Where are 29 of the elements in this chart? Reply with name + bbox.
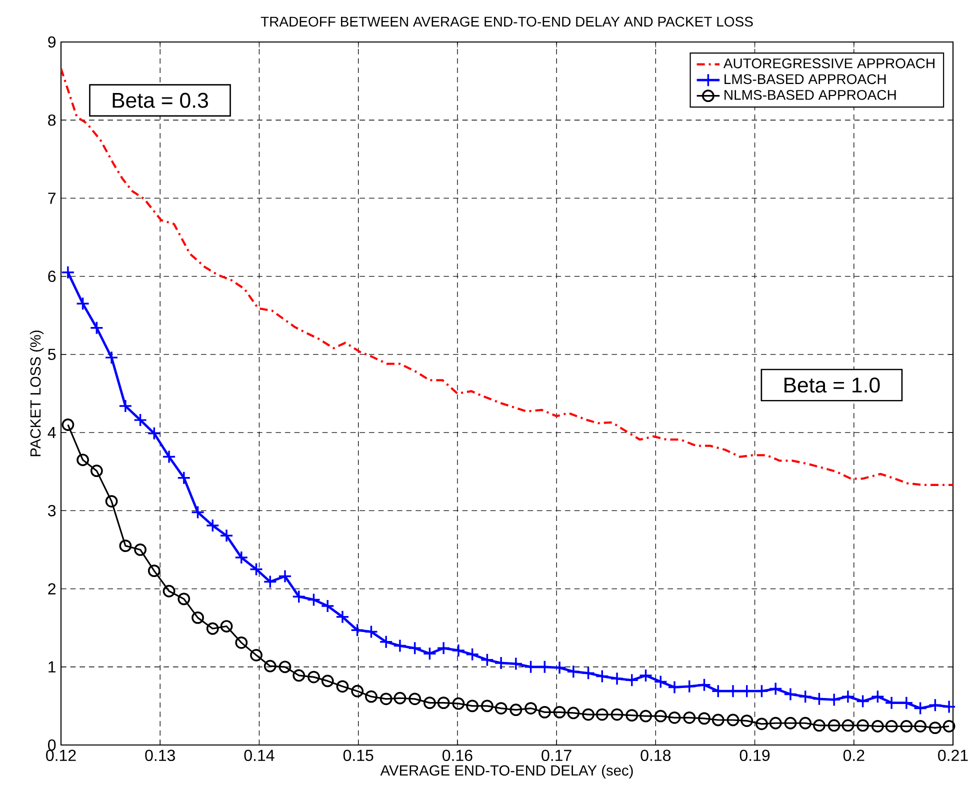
x-tick-label: 0.16 [442,750,472,762]
x-axis-title: AVERAGE END-TO-END DELAY (sec) [380,764,633,779]
x-tick-label: 0.2 [843,750,864,762]
y-axis-title: PACKET LOSS (%) [30,330,44,456]
legend-label: LMS-BASED APPROACH [724,74,886,84]
y-tick-label: 2 [48,583,56,594]
y-tick-label: 9 [48,36,56,48]
x-tick-label: 0.17 [542,750,572,762]
y-tick-label: 6 [48,270,56,282]
chart-title: TRADEOFF BETWEEN AVERAGE END-TO-END DELAY AND PACKET LOSS [260,16,753,27]
x-tick-label: 0.19 [740,750,770,762]
y-tick-label: 8 [48,114,56,126]
y-tick-label: 1 [48,661,56,672]
x-tick-label: 0.15 [343,750,374,762]
y-tick-label: 3 [48,505,56,516]
x-tick-label: 0.21 [938,750,968,762]
y-tick-label: 0 [48,739,56,751]
x-tick-label: 0.12 [46,750,76,762]
y-tick-label: 7 [48,192,56,204]
annotation: Beta = 0.3 [112,92,208,108]
legend-label: NLMS-BASED APPROACH [724,90,896,100]
x-tick-label: 0.18 [640,750,671,762]
y-tick-label: 4 [48,427,56,438]
legend-label: AUTOREGRESSIVE APPROACH [723,58,934,68]
x-tick-label: 0.14 [244,750,274,762]
y-tick-label: 5 [48,348,56,360]
line-series [61,67,954,486]
annotation: Beta = 1.0 [784,378,880,393]
x-tick-label: 0.13 [145,750,175,762]
